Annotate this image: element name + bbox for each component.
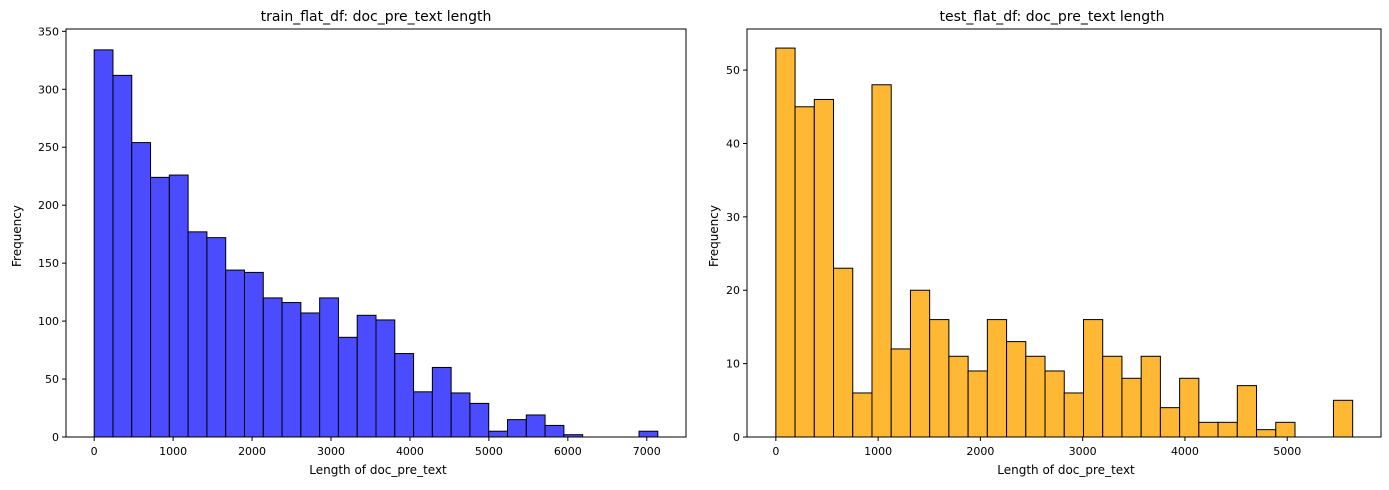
right-histogram-bar	[833, 267, 854, 438]
left-x-tick-label: 7000	[633, 445, 661, 458]
right-histogram-bar	[775, 47, 796, 438]
right-x-tick-label: 2000	[966, 445, 994, 458]
left-x-tick-label: 3000	[317, 445, 345, 458]
left-histogram-bar	[93, 49, 114, 438]
left-plot-frame	[65, 28, 687, 438]
left-histogram-bar	[469, 402, 490, 438]
left-y-tick-label: 0	[52, 431, 59, 444]
right-y-ticks: 0 10 20 30 40 50	[726, 64, 747, 444]
right-histogram-bar	[929, 319, 950, 438]
left-x-tick-label: 0	[91, 445, 98, 458]
right-histogram-bar	[794, 106, 815, 438]
right-histogram-bar	[1198, 421, 1219, 438]
right-histogram-bar	[871, 84, 892, 438]
right-histogram-bar	[967, 370, 988, 438]
left-chart-title: train_flat_df: doc_pre_text length	[261, 9, 492, 25]
right-histogram-bar	[986, 319, 1008, 438]
right-bars	[775, 47, 1354, 438]
right-histogram-bar	[1082, 319, 1104, 438]
right-histogram-bar	[1256, 429, 1277, 438]
right-histogram-bar	[852, 392, 873, 438]
right-histogram-bar	[1102, 355, 1123, 438]
left-histogram-bar	[112, 74, 133, 438]
left-histogram-bar	[431, 366, 452, 438]
left-y-tick-label: 50	[45, 373, 59, 386]
left-histogram-bar	[187, 231, 208, 438]
left-histogram-bar	[225, 269, 245, 438]
left-subplot: train_flat_df: doc_pre_text length 0 1000…	[10, 9, 687, 477]
right-y-tick-label: 10	[726, 358, 740, 371]
left-y-tick-label: 150	[38, 257, 59, 270]
left-histogram-bar	[319, 297, 339, 438]
right-y-tick-label: 20	[726, 284, 740, 297]
right-x-axis-label: Length of doc_pre_text	[997, 463, 1135, 477]
left-bars	[93, 49, 659, 438]
right-histogram-bar	[1332, 399, 1354, 438]
right-histogram-bar	[1236, 385, 1258, 438]
right-y-tick-label: 0	[733, 431, 740, 444]
left-histogram-bar	[413, 391, 433, 438]
left-histogram-bar	[375, 319, 396, 438]
right-histogram-bar	[1025, 355, 1046, 438]
right-histogram-bar	[1044, 370, 1065, 438]
left-histogram-bar	[337, 336, 358, 438]
right-histogram-bar	[1179, 377, 1200, 438]
right-x-tick-label: 5000	[1273, 445, 1301, 458]
left-histogram-bar	[281, 302, 302, 438]
left-histogram-bar	[525, 414, 546, 438]
right-x-tick-label: 4000	[1171, 445, 1199, 458]
left-histogram-bar	[206, 237, 227, 438]
left-y-tick-label: 300	[38, 83, 59, 96]
left-y-tick-label: 250	[38, 141, 59, 154]
right-histogram-bar	[1006, 341, 1027, 438]
left-y-tick-label: 200	[38, 199, 59, 212]
left-histogram-bar	[131, 142, 152, 438]
left-histogram-bar	[544, 424, 565, 438]
left-x-tick-label: 6000	[554, 445, 582, 458]
left-histogram-bar	[243, 271, 264, 438]
right-chart-title: test_flat_df: doc_pre_text length	[939, 9, 1164, 25]
left-histogram-bar	[356, 314, 377, 438]
left-x-tick-label: 5000	[475, 445, 503, 458]
right-x-tick-label: 0	[772, 445, 779, 458]
right-histogram-bar	[1217, 421, 1238, 438]
left-histogram-bar	[150, 176, 170, 438]
right-plot-frame	[746, 28, 1382, 438]
left-histogram-bar	[394, 353, 415, 438]
left-x-ticks: 0 1000 2000 3000 4000 5000 6000 7000	[91, 437, 661, 458]
right-y-tick-label: 40	[726, 137, 740, 150]
left-y-tick-label: 350	[38, 25, 59, 38]
left-x-tick-label: 2000	[238, 445, 266, 458]
left-histogram-bar	[450, 392, 471, 438]
right-histogram-bar	[1140, 355, 1161, 438]
right-y-tick-label: 30	[726, 211, 740, 224]
right-histogram-bar	[1275, 421, 1296, 438]
right-histogram-bar	[948, 355, 969, 438]
left-histogram-bar	[262, 297, 283, 438]
right-y-axis-label: Frequency	[707, 205, 721, 267]
right-y-tick-label: 50	[726, 64, 740, 77]
left-x-axis-label: Length of doc_pre_text	[309, 463, 447, 477]
left-histogram-bar	[168, 174, 189, 438]
left-y-tick-label: 100	[38, 315, 59, 328]
right-histogram-bar	[1063, 392, 1084, 438]
left-histogram-bar	[300, 312, 321, 438]
left-y-axis-label: Frequency	[10, 205, 24, 267]
right-histogram-bar	[813, 98, 835, 438]
left-x-tick-label: 1000	[159, 445, 187, 458]
left-y-ticks: 0 50 100 150 200 250 300 350	[38, 25, 66, 444]
left-histogram-bar	[488, 430, 509, 438]
left-histogram-bar	[507, 419, 527, 438]
right-histogram-bar	[1159, 407, 1181, 438]
left-histogram-bar	[638, 430, 659, 438]
right-subplot: test_flat_df: doc_pre_text length 0 1000 2…	[707, 9, 1382, 477]
right-histogram-bar	[1121, 377, 1142, 438]
right-x-ticks: 0 1000 2000 3000 4000 5000	[772, 437, 1301, 458]
right-histogram-bar	[909, 289, 931, 438]
right-x-tick-label: 1000	[864, 445, 892, 458]
right-histogram-bar	[890, 348, 911, 438]
left-x-tick-label: 4000	[396, 445, 424, 458]
right-x-tick-label: 3000	[1069, 445, 1097, 458]
